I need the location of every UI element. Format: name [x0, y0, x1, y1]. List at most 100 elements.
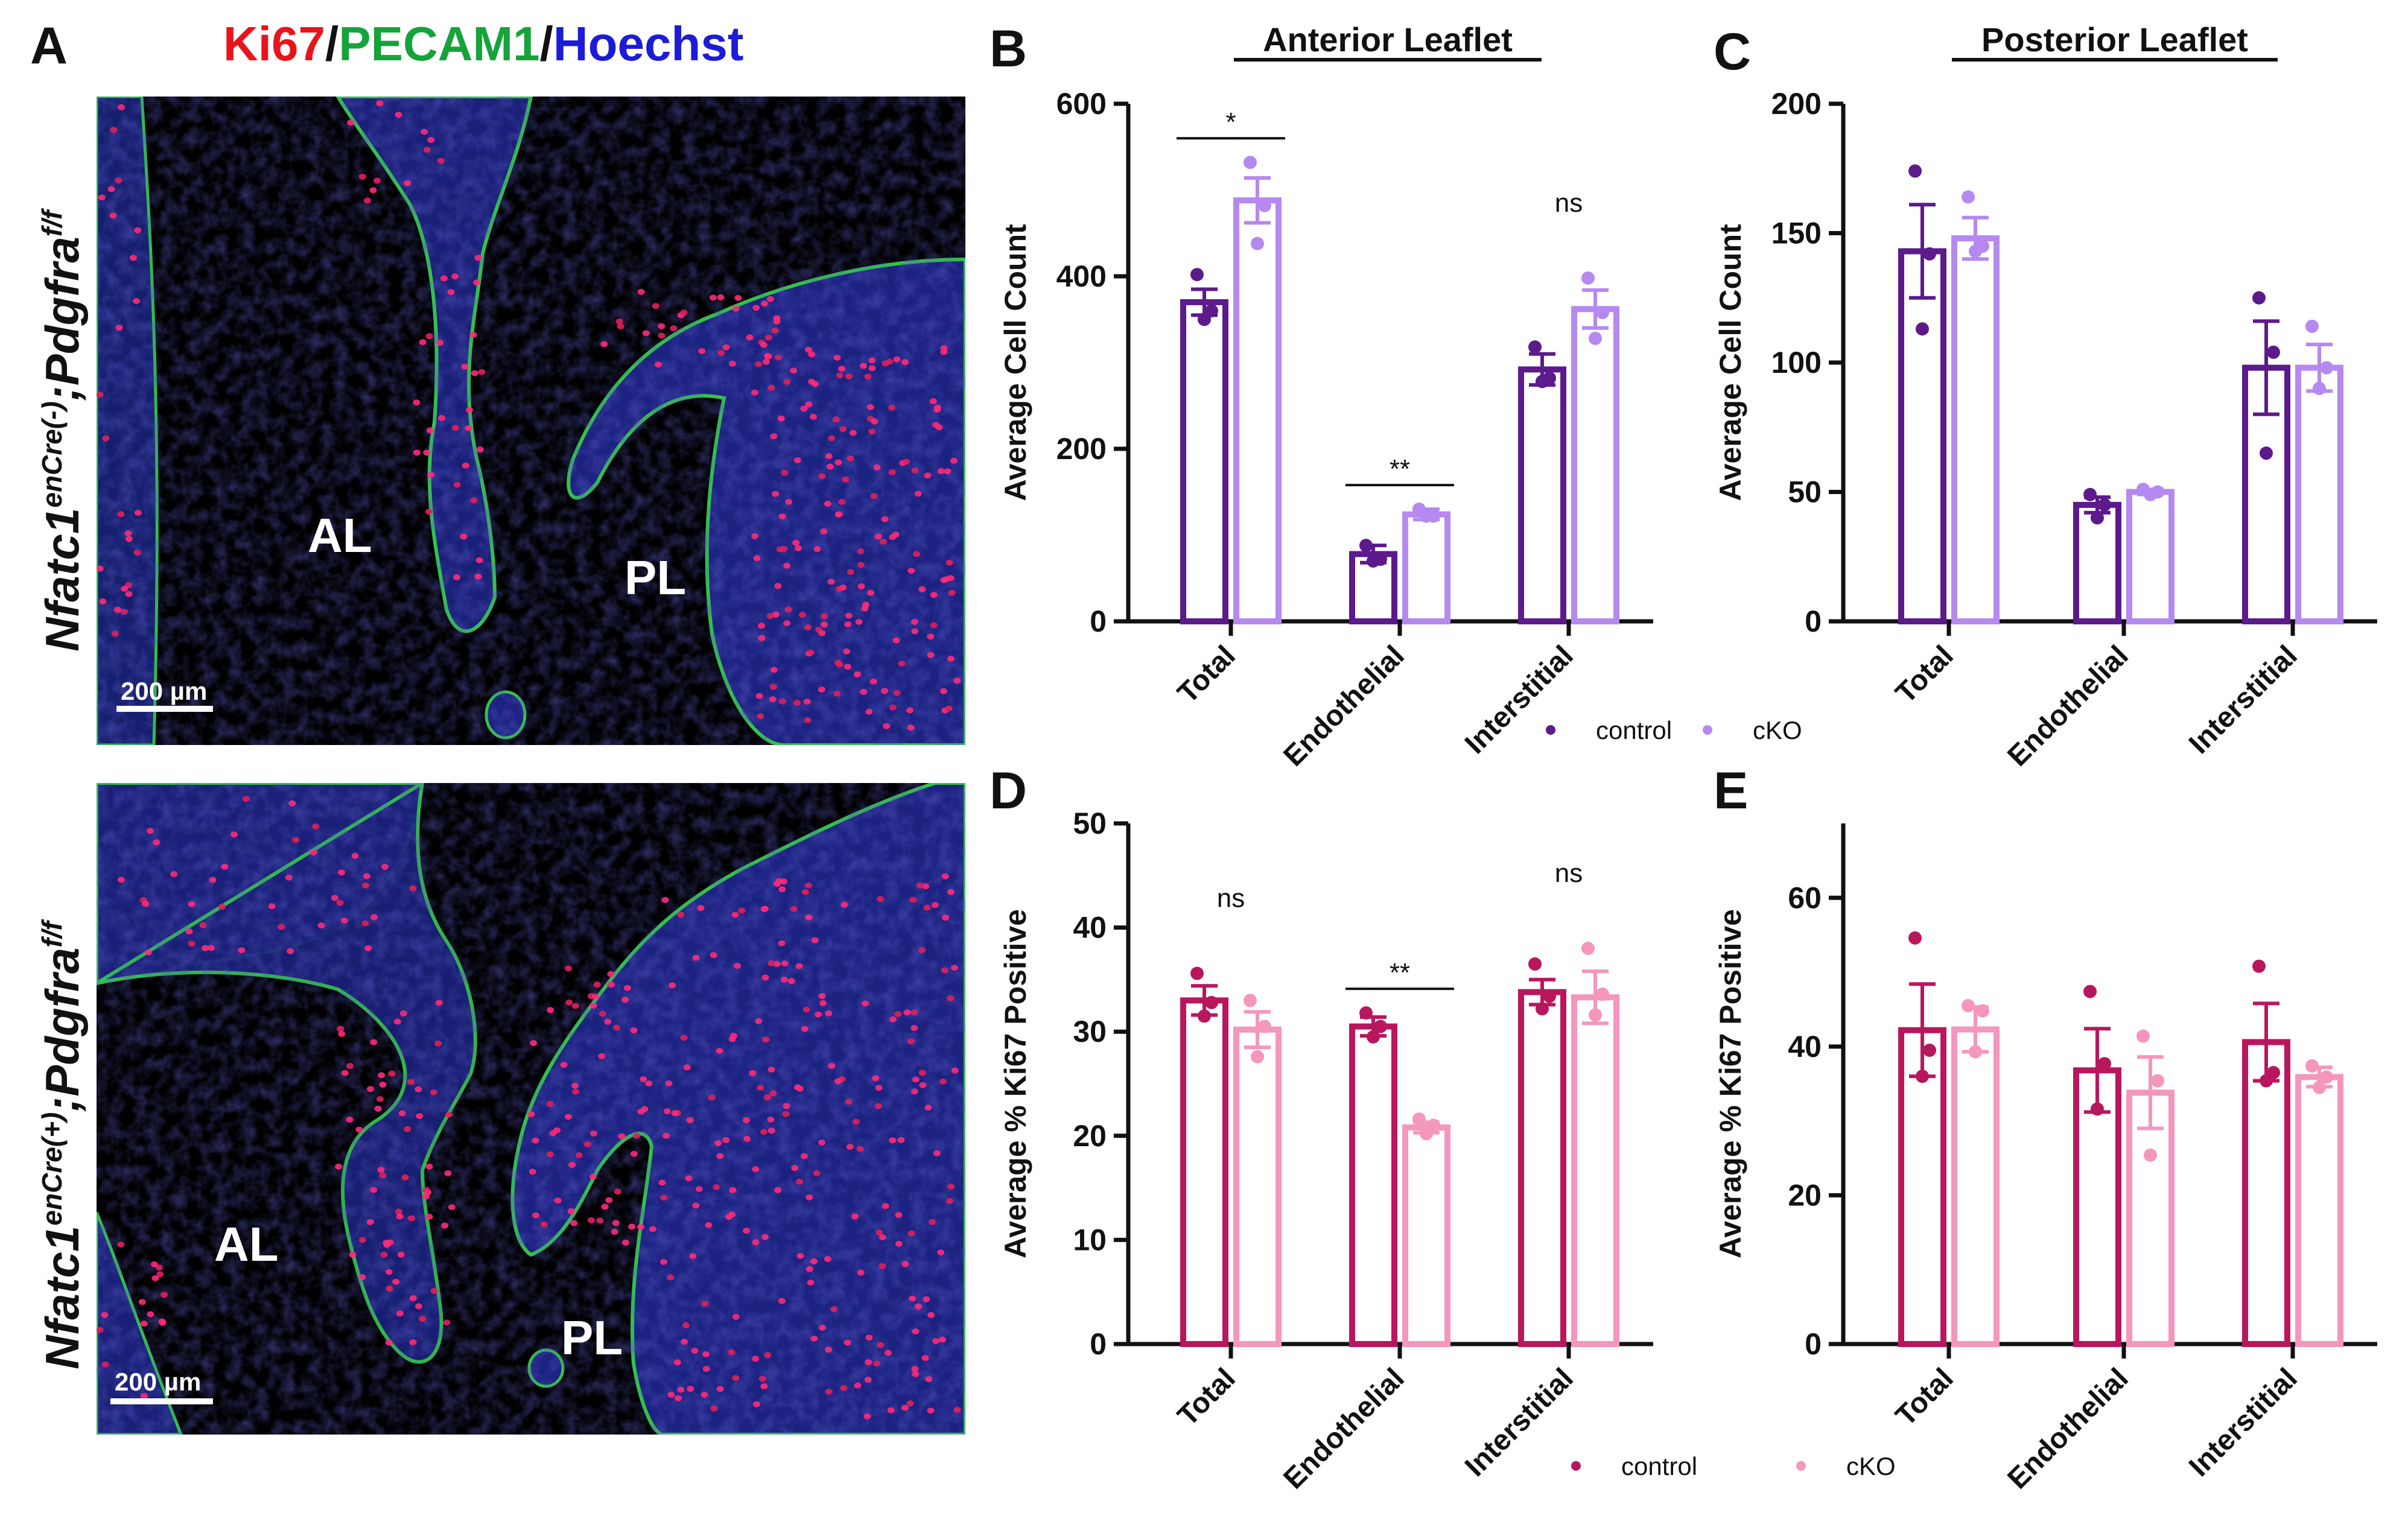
ki67-nucleus	[702, 1366, 710, 1372]
ki67-nucleus	[807, 1279, 815, 1286]
ki67-nucleus	[921, 1355, 929, 1362]
ki67-nucleus	[655, 361, 662, 368]
ki67-nucleus	[881, 688, 889, 694]
ki67-nucleus	[698, 348, 706, 354]
ki67-nucleus	[767, 1127, 775, 1134]
ki67-nucleus	[385, 1269, 393, 1275]
ki67-nucleus	[778, 1298, 786, 1304]
data-point	[1976, 1004, 1989, 1018]
ki67-nucleus	[839, 426, 847, 433]
data-point	[2091, 511, 2104, 525]
data-point	[1589, 1008, 1602, 1022]
ki67-nucleus	[567, 1208, 575, 1214]
panel-c: C Posterior Leaflet 0 50 100 150 200 Average C…	[1714, 21, 2377, 773]
ki67-nucleus	[121, 586, 129, 592]
ki67-nucleus	[288, 800, 296, 807]
ki67-nucleus	[292, 837, 300, 843]
ki67-nucleus	[133, 549, 141, 556]
y-tick-label: 40	[1073, 911, 1107, 945]
ki67-nucleus	[386, 1239, 394, 1246]
ki67-nucleus	[97, 565, 104, 572]
ki67-nucleus	[408, 1215, 415, 1222]
ki67-nucleus	[358, 1237, 366, 1243]
ki67-nucleus	[778, 513, 786, 520]
ki67-nucleus	[376, 1096, 384, 1102]
ki67-nucleus	[287, 948, 294, 954]
ki67-nucleus	[760, 1383, 768, 1389]
ki67-nucleus	[637, 288, 645, 295]
ki67-nucleus	[144, 950, 152, 956]
ki67-nucleus	[728, 1349, 735, 1356]
ki67-nucleus	[845, 612, 853, 619]
bar	[1180, 299, 1228, 624]
ki67-nucleus	[819, 1000, 827, 1006]
data-point	[1258, 198, 1271, 212]
stain-separator: /	[325, 17, 338, 71]
ki67-nucleus	[840, 1384, 848, 1391]
ki67-nucleus	[820, 528, 828, 534]
ki67-nucleus	[906, 1400, 914, 1407]
ki67-nucleus	[335, 1163, 343, 1170]
ki67-nucleus	[868, 357, 876, 364]
ki67-nucleus	[947, 575, 955, 582]
ki67-nucleus	[527, 1111, 535, 1117]
ki67-nucleus	[940, 577, 948, 583]
scale-bar	[110, 1398, 213, 1404]
ki67-nucleus	[953, 677, 961, 684]
ki67-nuclei	[97, 796, 961, 1419]
ki67-nucleus	[238, 947, 246, 954]
data-point	[1420, 509, 1433, 523]
ki67-nucleus	[780, 977, 788, 983]
ki67-nucleus	[101, 1361, 109, 1368]
ki67-nucleus	[110, 127, 118, 133]
ki67-nucleus	[877, 1342, 885, 1348]
ki67-nucleus	[953, 1407, 961, 1413]
ki67-nucleus	[856, 1146, 864, 1152]
ki67-nucleus	[812, 381, 819, 387]
ki67-nucleus	[614, 1188, 621, 1195]
ki67-nucleus	[834, 459, 842, 466]
ki67-nucleus	[894, 1011, 902, 1017]
ki67-nucleus	[760, 1129, 767, 1135]
data-point	[1244, 994, 1257, 1007]
legend-label: control	[1621, 1452, 1697, 1480]
ki67-nucleus	[409, 1295, 417, 1301]
ki67-nucleus	[847, 569, 854, 576]
ki67-nucleus	[670, 325, 678, 332]
ki67-nucleus	[916, 882, 924, 889]
ki67-nucleus	[810, 1336, 818, 1342]
ki67-nucleus	[774, 583, 782, 589]
ki67-nucleus	[865, 1359, 872, 1366]
ki67-nucleus	[680, 309, 688, 316]
ki67-nucleus	[453, 574, 460, 580]
data-point	[1374, 1019, 1387, 1033]
ki67-nucleus	[669, 982, 676, 989]
ki67-nucleus	[929, 398, 937, 405]
ki67-nucleus	[589, 1002, 597, 1009]
genotype-label-control: Nfatc1enCre(-);Pdgfraf/f	[36, 208, 89, 652]
ki67-nucleus	[404, 1126, 411, 1132]
ki67-nucleus	[912, 1328, 920, 1335]
ki67-nucleus	[758, 1375, 766, 1382]
ki67-nucleus	[630, 1150, 638, 1157]
ki67-nucleus	[444, 1170, 452, 1176]
ki67-nucleus	[554, 1197, 562, 1204]
ki67-nucleus	[409, 1339, 417, 1345]
ki67-nucleus	[764, 334, 772, 341]
ki67-nucleus	[572, 1088, 580, 1095]
ki67-nucleus	[903, 458, 910, 465]
ki67-nucleus	[857, 583, 865, 589]
legend-marker	[1796, 1461, 1806, 1471]
ki67-nucleus	[683, 1064, 691, 1071]
ki67-nucleus	[918, 947, 926, 953]
data-point	[1198, 312, 1211, 326]
ki67-nucleus	[875, 1229, 883, 1236]
stain-ki67: Ki67	[223, 17, 325, 71]
stain-separator: /	[540, 17, 553, 71]
ki67-nucleus	[379, 1082, 387, 1088]
x-tick-label: Interstitial	[2183, 639, 2304, 760]
ki67-nucleus	[941, 873, 949, 880]
y-tick-label: 20	[1073, 1119, 1107, 1153]
data-point	[1969, 1045, 1982, 1059]
